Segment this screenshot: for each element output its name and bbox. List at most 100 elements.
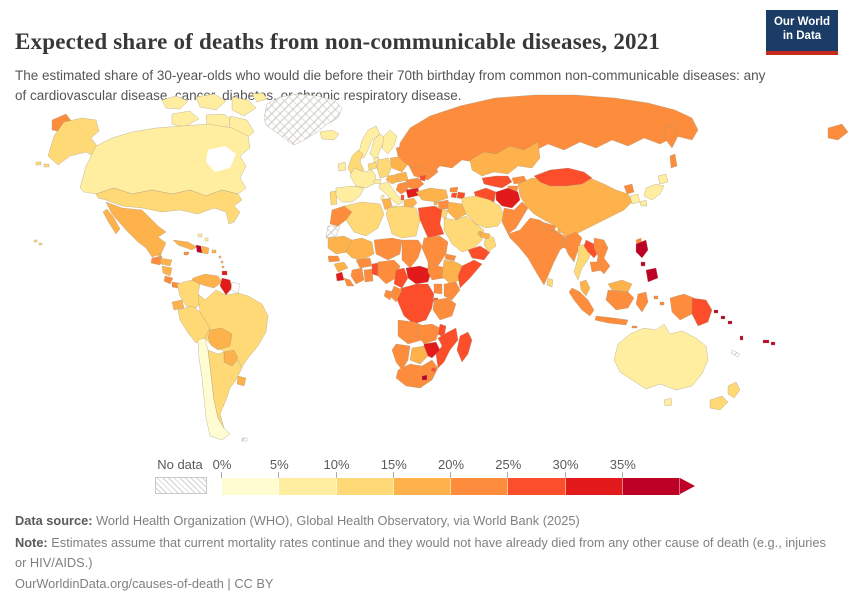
country-malaysia-borneo[interactable] xyxy=(607,279,633,293)
owid-logo[interactable]: Our World in Data xyxy=(766,10,838,55)
country-qatar[interactable] xyxy=(477,230,482,236)
country-cameroon[interactable] xyxy=(393,267,409,289)
country-lesotho[interactable] xyxy=(421,374,428,381)
country-canada-arctic[interactable] xyxy=(195,93,227,111)
country-myanmar[interactable] xyxy=(563,231,583,263)
country-philippines-luzon[interactable] xyxy=(635,239,649,259)
country-uganda[interactable] xyxy=(433,283,443,295)
country-mali[interactable] xyxy=(345,237,375,261)
country-pakistan[interactable] xyxy=(501,201,529,235)
country-canada-arctic[interactable] xyxy=(251,92,268,103)
country-new-caledonia[interactable] xyxy=(730,349,741,358)
country-lesser-antilles[interactable] xyxy=(218,255,222,259)
country-algeria[interactable] xyxy=(343,201,385,237)
country-cuba[interactable] xyxy=(172,239,198,251)
country-japan-honshu[interactable] xyxy=(643,183,665,201)
country-new-zealand-north[interactable] xyxy=(727,381,741,399)
legend-bin-30%[interactable]: 30% xyxy=(552,457,623,495)
country-portugal[interactable] xyxy=(329,190,338,206)
country-indonesia-java[interactable] xyxy=(594,315,629,326)
country-dominican-republic[interactable] xyxy=(201,245,210,255)
country-zambia[interactable] xyxy=(415,323,441,345)
country-eswatini[interactable] xyxy=(430,367,437,373)
country-liberia[interactable] xyxy=(343,277,355,287)
country-japan-kyushu[interactable] xyxy=(639,199,648,207)
country-saudi-arabia[interactable] xyxy=(443,215,485,253)
country-iceland[interactable] xyxy=(319,129,340,141)
country-finland[interactable] xyxy=(381,129,398,155)
country-kazakhstan[interactable] xyxy=(469,141,541,177)
country-japan-hokkaido[interactable] xyxy=(657,173,669,185)
legend-bin-15%[interactable]: 15% xyxy=(381,457,451,495)
country-guyana[interactable] xyxy=(219,277,233,296)
country-benelux[interactable] xyxy=(367,161,378,171)
country-malaysia-peninsula[interactable] xyxy=(579,279,591,297)
country-suriname[interactable] xyxy=(230,281,241,294)
country-bahamas[interactable] xyxy=(204,237,209,242)
country-burkina-faso[interactable] xyxy=(355,257,373,269)
country-switzerland[interactable] xyxy=(373,178,382,185)
country-sierra-leone[interactable] xyxy=(335,271,345,282)
country-niger[interactable] xyxy=(373,237,403,261)
country-greenland[interactable] xyxy=(263,93,343,146)
country-russia-sakhalin[interactable] xyxy=(669,153,678,169)
country-australia-tasmania[interactable] xyxy=(663,397,673,407)
world-choropleth-map[interactable] xyxy=(0,88,850,460)
country-western-sahara[interactable] xyxy=(325,225,341,239)
country-bolivia[interactable] xyxy=(207,327,233,351)
country-solomon-islands[interactable] xyxy=(713,309,719,314)
country-egypt[interactable] xyxy=(417,205,445,239)
country-france[interactable] xyxy=(349,167,377,189)
country-uzbekistan[interactable] xyxy=(481,175,513,189)
country-central-african-republic[interactable] xyxy=(405,265,433,285)
country-indonesia-moluccas[interactable] xyxy=(659,301,665,306)
country-turkey[interactable] xyxy=(415,187,449,203)
country-puerto-rico[interactable] xyxy=(211,249,217,254)
country-argentina[interactable] xyxy=(207,349,243,429)
country-indonesia-sulawesi[interactable] xyxy=(635,291,649,313)
country-venezuela[interactable] xyxy=(191,273,223,289)
country-somalia[interactable] xyxy=(457,259,483,289)
country-nicaragua[interactable] xyxy=(161,265,173,277)
country-uruguay[interactable] xyxy=(236,375,247,387)
color-scale-bar[interactable]: 0% 5% 10% 15% 20% 25% 30% 35% xyxy=(213,457,680,495)
country-usa-aleutians[interactable] xyxy=(35,161,42,166)
no-data-swatch[interactable] xyxy=(155,477,207,494)
country-iraq[interactable] xyxy=(447,201,467,221)
country-uae[interactable] xyxy=(479,231,491,240)
country-mexico-baja[interactable] xyxy=(102,208,121,235)
country-belize[interactable] xyxy=(157,252,162,258)
country-indonesia-nusa[interactable] xyxy=(631,325,638,329)
country-hungary-slovakia[interactable] xyxy=(395,171,409,183)
country-usa-aleutians[interactable] xyxy=(43,163,50,168)
country-canada-arctic[interactable] xyxy=(161,95,189,110)
country-tunisia[interactable] xyxy=(381,197,393,211)
country-chad[interactable] xyxy=(401,239,423,269)
legend-bin-25%[interactable]: 25% xyxy=(495,457,566,495)
legend-bin-20%[interactable]: 20% xyxy=(438,457,509,495)
country-kenya[interactable] xyxy=(443,281,461,301)
country-cyprus[interactable] xyxy=(433,201,439,206)
country-solomon-islands[interactable] xyxy=(720,315,726,320)
country-sri-lanka[interactable] xyxy=(546,277,554,288)
country-india[interactable] xyxy=(507,217,569,286)
country-armenia[interactable] xyxy=(450,192,458,199)
country-fiji[interactable] xyxy=(770,341,776,346)
country-eritrea[interactable] xyxy=(444,253,457,262)
legend-bin-5%[interactable]: 5% xyxy=(270,457,337,495)
country-italy-sardinia[interactable] xyxy=(380,194,385,201)
country-south-korea[interactable] xyxy=(629,193,641,205)
country-spain[interactable] xyxy=(335,185,365,203)
country-russia-kamchatka[interactable] xyxy=(663,123,679,149)
country-indonesia-papua[interactable] xyxy=(669,293,695,321)
legend-bin-10%[interactable]: 10% xyxy=(323,457,394,495)
country-solomon-islands[interactable] xyxy=(727,320,733,325)
country-australia[interactable] xyxy=(613,323,709,391)
country-usa[interactable] xyxy=(95,187,243,225)
country-russia[interactable] xyxy=(397,94,699,175)
country-germany[interactable] xyxy=(376,157,393,179)
country-jamaica[interactable] xyxy=(183,251,190,256)
country-mexico[interactable] xyxy=(105,201,167,258)
country-yemen[interactable] xyxy=(467,245,491,261)
country-gabon[interactable] xyxy=(383,289,394,301)
